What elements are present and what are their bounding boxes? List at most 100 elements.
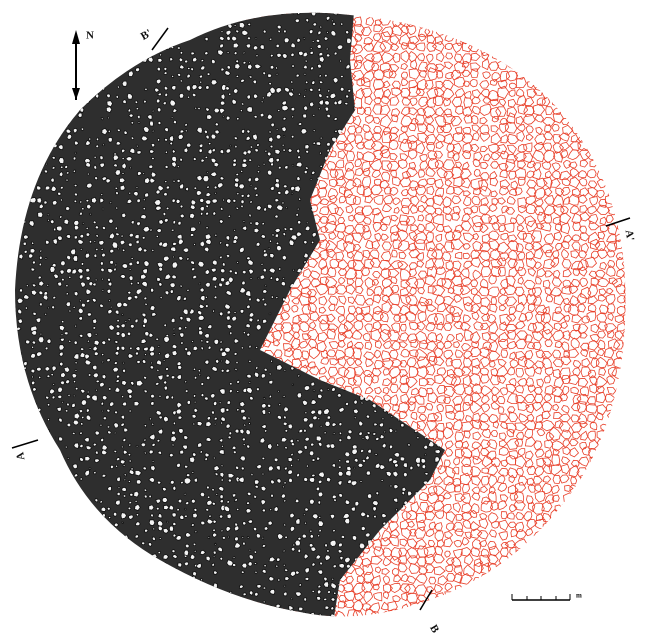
stone xyxy=(373,12,380,13)
stone xyxy=(212,210,217,216)
stone xyxy=(553,322,563,332)
stone xyxy=(552,358,565,368)
stone xyxy=(15,337,16,342)
stone xyxy=(410,195,420,207)
stone xyxy=(436,70,444,79)
stone xyxy=(135,288,143,296)
stone xyxy=(290,106,296,112)
stone xyxy=(471,124,481,133)
stone xyxy=(178,92,185,99)
stone xyxy=(65,234,72,240)
stone xyxy=(15,252,16,261)
stone xyxy=(605,294,616,306)
stone xyxy=(31,283,37,288)
stone xyxy=(85,227,89,231)
stone xyxy=(327,377,336,385)
stone xyxy=(200,346,204,351)
stone xyxy=(255,241,261,247)
stone xyxy=(218,107,226,115)
stone xyxy=(226,51,231,55)
stone xyxy=(535,311,545,324)
stone xyxy=(363,106,372,116)
stone xyxy=(461,603,469,612)
stone xyxy=(517,197,528,209)
stone xyxy=(445,213,453,222)
stone xyxy=(597,68,608,78)
stone xyxy=(552,600,564,611)
stone xyxy=(172,332,176,337)
stone xyxy=(572,22,584,34)
stone xyxy=(526,160,536,169)
stone xyxy=(325,95,330,99)
stone xyxy=(622,340,626,352)
stone xyxy=(498,531,509,541)
stone xyxy=(425,241,436,252)
stone xyxy=(345,204,354,214)
stone xyxy=(442,12,455,17)
stone xyxy=(220,350,228,358)
stone xyxy=(391,87,403,97)
stone xyxy=(271,233,275,237)
stone xyxy=(499,387,509,396)
stone xyxy=(222,261,226,267)
stone xyxy=(461,69,471,77)
stone xyxy=(213,162,220,168)
stone xyxy=(101,288,105,292)
stone xyxy=(533,583,546,593)
stone xyxy=(372,221,382,233)
stone xyxy=(16,226,20,230)
stone xyxy=(534,33,545,46)
stone xyxy=(234,367,238,372)
stone xyxy=(334,349,347,361)
stone xyxy=(470,476,482,486)
stone xyxy=(196,127,203,135)
stone xyxy=(333,51,338,56)
stone xyxy=(261,318,268,324)
stone xyxy=(262,206,268,212)
stone xyxy=(479,80,490,89)
stone xyxy=(134,318,139,324)
stone xyxy=(500,459,509,468)
stone xyxy=(634,584,644,593)
stone xyxy=(73,199,78,204)
stone xyxy=(617,295,626,304)
stone xyxy=(542,258,556,270)
stone xyxy=(318,295,328,306)
stone xyxy=(577,170,588,178)
stone xyxy=(351,232,363,244)
stone xyxy=(375,566,382,574)
stone xyxy=(135,56,142,63)
stone xyxy=(621,15,626,26)
stone xyxy=(596,391,607,404)
stone xyxy=(561,69,575,80)
stone xyxy=(172,119,177,125)
stone xyxy=(374,386,382,395)
stone xyxy=(31,241,35,246)
stone xyxy=(52,273,60,280)
stone xyxy=(607,170,618,181)
stone xyxy=(526,549,539,560)
stone xyxy=(444,231,456,242)
stone xyxy=(334,610,346,617)
stone xyxy=(323,100,331,106)
stone xyxy=(328,303,336,312)
stone xyxy=(15,43,23,50)
stone xyxy=(488,61,500,71)
stone xyxy=(116,318,121,323)
stone xyxy=(379,329,392,343)
stone xyxy=(506,70,519,82)
stone xyxy=(595,483,606,492)
stone xyxy=(256,618,266,629)
stone xyxy=(614,581,625,592)
stone xyxy=(42,106,49,112)
stone xyxy=(255,204,263,211)
stone xyxy=(490,457,501,467)
stone xyxy=(624,565,626,574)
stone xyxy=(445,52,454,60)
stone xyxy=(569,205,580,215)
stone xyxy=(268,37,273,41)
stone xyxy=(548,529,562,541)
stone xyxy=(316,43,322,49)
stone xyxy=(571,545,583,557)
stone xyxy=(362,59,375,73)
